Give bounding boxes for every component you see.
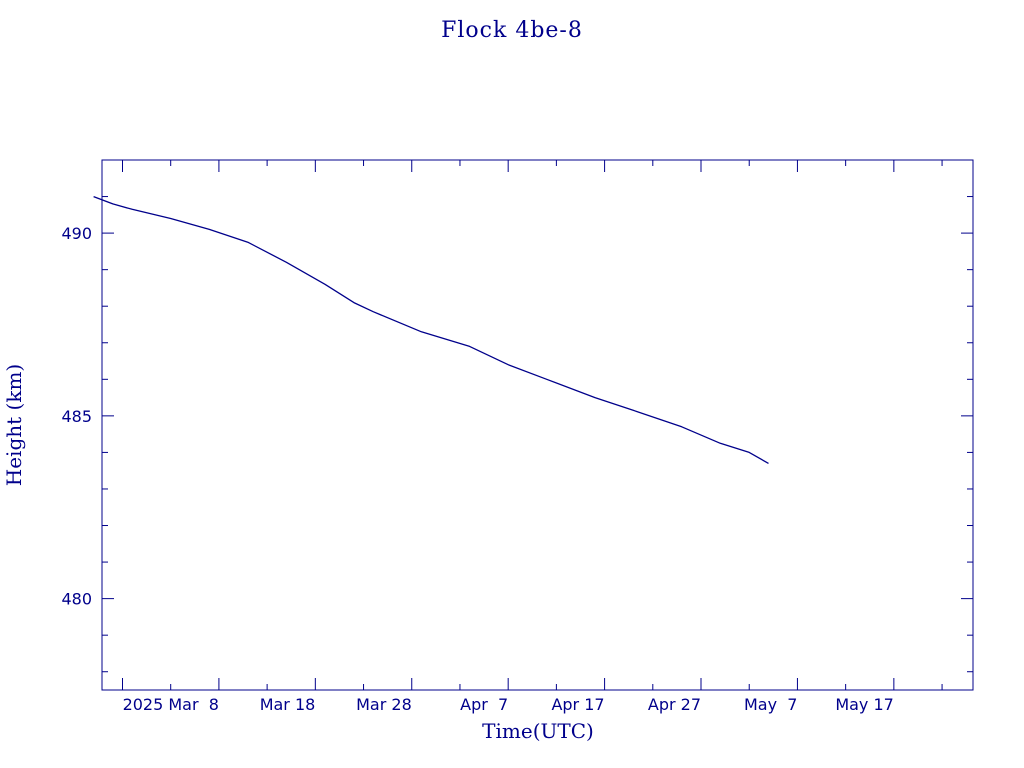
height-series-line	[93, 195, 769, 464]
x-tick-label: May 17	[835, 695, 894, 714]
y-tick-label: 490	[61, 224, 92, 243]
y-tick-label: 485	[61, 407, 92, 426]
x-ticks: 2025 Mar 8 Mar 18 Mar 28 Apr 7 Apr 17 Apr 27 M…	[121, 160, 943, 714]
y-ticks: 480 485 490	[61, 159, 973, 673]
x-tick-label: Mar 28	[356, 695, 412, 714]
x-tick-label: 2025 Mar 8	[123, 695, 219, 714]
x-tick-label: Apr 7	[460, 695, 508, 714]
y-tick-label: 480	[61, 590, 92, 609]
plot-frame	[101, 159, 974, 691]
chart-title: Flock 4be-8	[441, 18, 583, 43]
x-tick-label: May 7	[744, 695, 797, 714]
x-tick-label: Mar 18	[260, 695, 316, 714]
x-axis-label: Time(UTC)	[482, 719, 594, 743]
y-axis-label: Height (km)	[2, 364, 26, 486]
x-tick-label: Apr 27	[648, 695, 701, 714]
x-tick-label: Apr 17	[551, 695, 604, 714]
